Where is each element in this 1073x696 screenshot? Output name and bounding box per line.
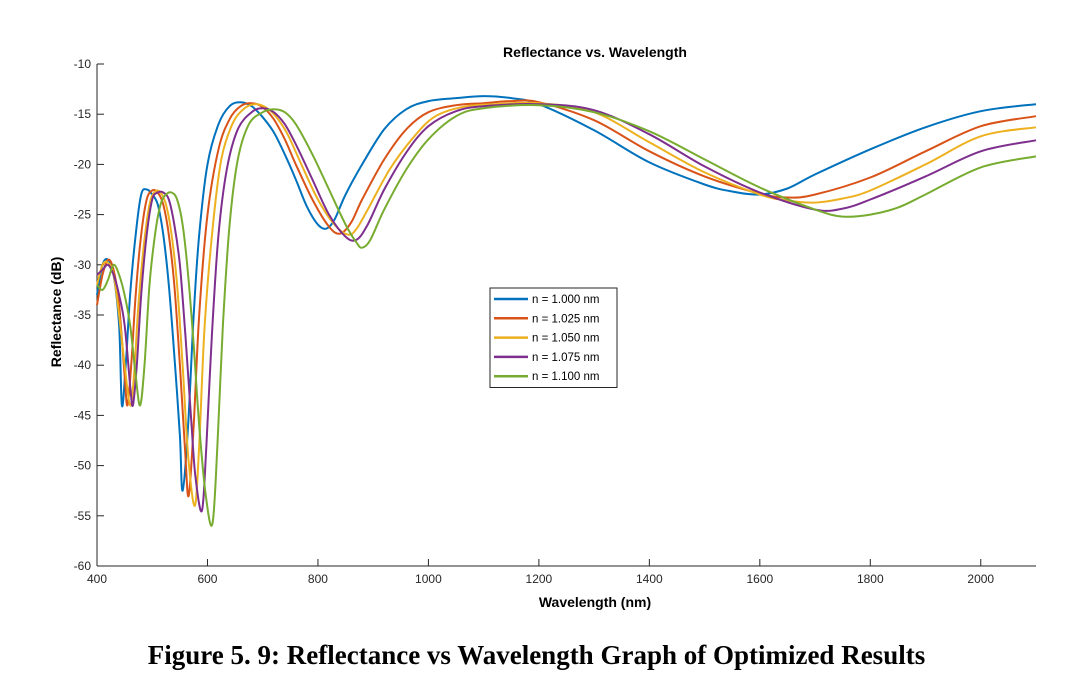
y-tick-label: -50 <box>74 459 92 473</box>
y-tick-label: -20 <box>74 157 92 171</box>
plot-area: 400 600 800 1000 1200 1400 1600 1800 2000 -10 -15 -… <box>74 57 1037 586</box>
legend-label-5: n = 1.100 nm <box>532 371 599 383</box>
series-line-3 <box>96 101 1037 507</box>
y-tick-label: -30 <box>74 258 92 272</box>
y-tick-label: -25 <box>74 208 92 222</box>
y-tick-label: -10 <box>74 57 92 71</box>
series-line-2 <box>96 99 1037 498</box>
y-axis-label: Reflectance (dB) <box>48 257 64 367</box>
x-tick-label: 1400 <box>636 572 663 586</box>
reflectance-chart: Reflectance vs. Wavelength 400 600 800 1000… <box>48 44 1037 610</box>
series-line-1 <box>96 95 1037 492</box>
series-line-5 <box>96 104 1037 527</box>
legend-label-1: n = 1.000 nm <box>532 294 599 306</box>
x-tick-label: 400 <box>87 572 107 586</box>
x-tick-label: 2000 <box>967 572 994 586</box>
legend-label-4: n = 1.075 nm <box>532 352 599 364</box>
x-tick-label: 600 <box>197 572 217 586</box>
x-tick-label: 1800 <box>857 572 884 586</box>
y-tick-label: -55 <box>74 509 92 523</box>
x-tick-label: 1000 <box>415 572 442 586</box>
y-tick-label: -15 <box>74 107 92 121</box>
y-tick-label: -35 <box>74 308 92 322</box>
y-tick-label: -40 <box>74 358 92 372</box>
y-tick-label: -45 <box>74 408 92 422</box>
x-tick-label: 800 <box>308 572 328 586</box>
chart-title: Reflectance vs. Wavelength <box>503 44 687 60</box>
y-tick-label: -60 <box>74 559 92 573</box>
figure-caption: Figure 5. 9: Reflectance vs Wavelength G… <box>147 640 926 670</box>
x-tick-label: 1200 <box>526 572 553 586</box>
x-axis-label: Wavelength (nm) <box>539 594 651 610</box>
legend-label-2: n = 1.025 nm <box>532 313 599 325</box>
legend-label-3: n = 1.050 nm <box>532 333 599 345</box>
x-tick-label: 1600 <box>746 572 773 586</box>
